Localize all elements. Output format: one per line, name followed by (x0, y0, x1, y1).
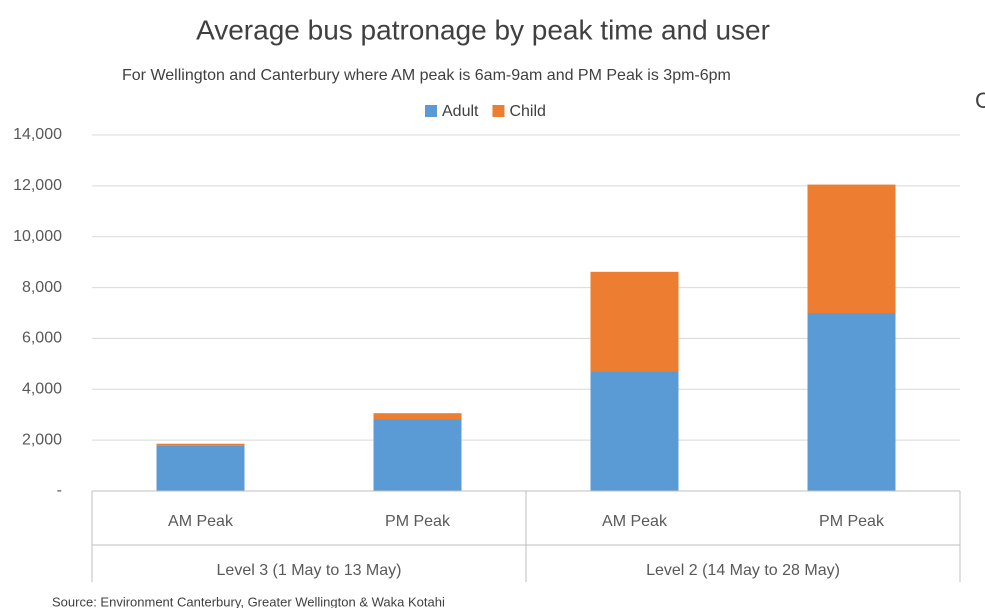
bar-segment (156, 445, 245, 491)
bar-segment (807, 184, 896, 313)
bar-segment (373, 419, 462, 491)
legend-label: Child (509, 103, 545, 120)
bar-segment (373, 413, 462, 420)
x-tick-label: PM Peak (819, 513, 885, 530)
x-tick-label: AM Peak (168, 513, 234, 530)
side-text: C (975, 88, 985, 113)
bar-segment (590, 371, 679, 491)
y-tick-label: 6,000 (22, 330, 62, 347)
legend-label: Adult (442, 103, 479, 120)
chart-title: Average bus patronage by peak time and u… (196, 14, 770, 45)
legend-swatch (425, 105, 437, 117)
bar-segment (156, 443, 245, 446)
x-tick-label: AM Peak (602, 513, 668, 530)
y-tick-label: 10,000 (13, 228, 62, 245)
y-tick-label: 8,000 (22, 279, 62, 296)
y-tick-label: 2,000 (22, 431, 62, 448)
chart-subtitle: For Wellington and Canterbury where AM p… (122, 67, 731, 84)
source: Source: Environment Canterbury, Greater … (52, 594, 445, 608)
group-label: Level 2 (14 May to 28 May) (646, 562, 840, 579)
x-tick-label: PM Peak (385, 513, 451, 530)
y-tick-label: 4,000 (22, 381, 62, 398)
y-tick-label: - (57, 482, 62, 499)
bar-segment (590, 271, 679, 372)
bar-segment (807, 313, 896, 491)
y-tick-label: 14,000 (13, 126, 62, 143)
group-label: Level 3 (1 May to 13 May) (217, 562, 402, 579)
y-tick-label: 12,000 (13, 177, 62, 194)
legend-swatch (492, 105, 505, 117)
